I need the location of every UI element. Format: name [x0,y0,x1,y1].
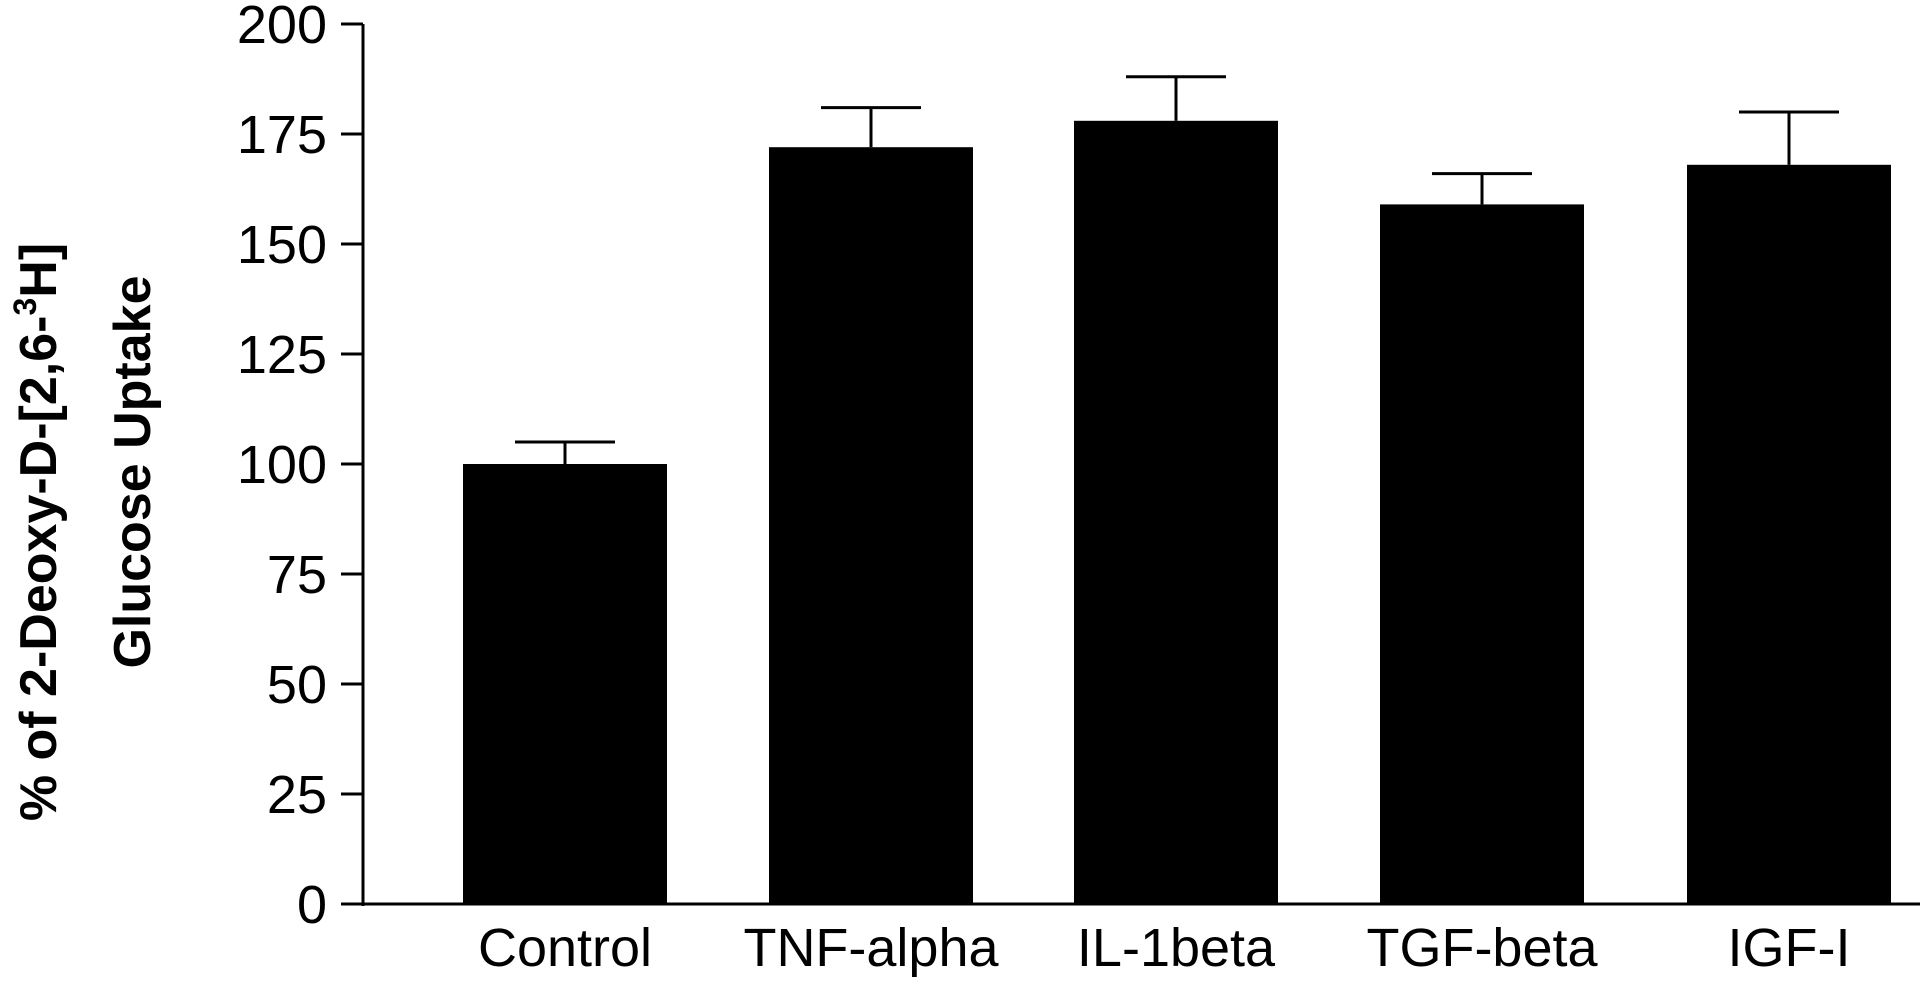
y-axis-label-superscript: 3 [7,298,43,316]
y-tick-label: 0 [297,875,327,935]
y-tick-label: 50 [267,655,327,715]
bar-il-1beta [1074,120,1278,905]
bar-tgf-beta [1380,204,1584,904]
y-axis-label-main: % of 2-Deoxy-D-[2,6- [10,316,68,822]
x-tick-labels: Control TNF-alpha IL-1beta TGF-beta IGF-I [478,918,1851,978]
bar-control [463,464,667,904]
y-axis-label-line-2: Glucose Uptake [104,275,162,668]
x-tick-label: IGF-I [1728,918,1851,978]
y-tick-label: 200 [237,0,327,55]
y-tick-label: 175 [237,105,327,165]
bar-tnf-alpha [769,147,973,904]
y-tick-label: 100 [237,435,327,495]
bar-igf-i [1687,164,1891,905]
y-tick-label: 125 [237,325,327,385]
y-tick-labels: 0 25 50 75 100 125 150 175 200 [237,0,327,935]
x-tick-label: TNF-alpha [743,918,999,978]
error-bars [515,75,1839,464]
y-tick-label: 25 [267,765,327,825]
y-axis-label-end: H] [10,243,68,298]
y-axis-label-line-1: % of 2-Deoxy-D-[2,6-3H] [7,243,68,821]
y-tick-label: 150 [237,215,327,275]
x-tick-label: TGF-beta [1366,918,1598,978]
bars [463,120,1891,905]
y-tick-label: 75 [267,545,327,605]
x-tick-label: IL-1beta [1077,918,1276,978]
x-tick-label: Control [478,918,652,978]
